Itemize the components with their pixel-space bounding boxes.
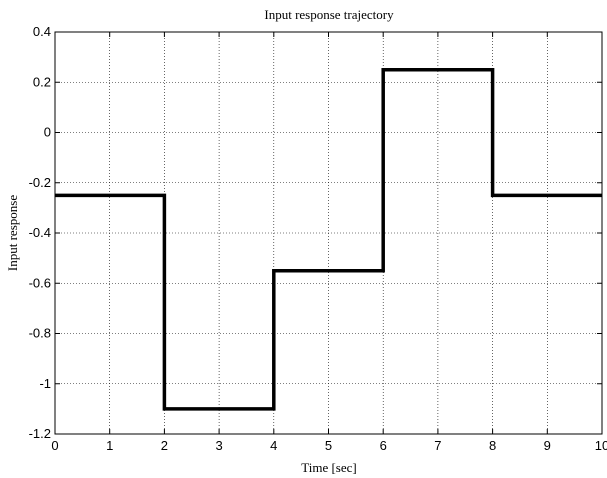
x-tick-label: 7 [434, 438, 441, 453]
x-tick-label: 3 [215, 438, 222, 453]
plot-area-frame [54, 31, 603, 435]
y-tick-label: -0.8 [29, 326, 51, 341]
x-tick-label: 1 [106, 438, 113, 453]
y-tick-label: -1.2 [29, 426, 51, 441]
y-tick-label: -0.6 [29, 275, 51, 290]
y-tick-label: -1 [39, 376, 51, 391]
x-axis-label: Time [sec] [301, 460, 357, 475]
y-tick-label: 0.2 [33, 74, 51, 89]
x-tick-label: 8 [489, 438, 496, 453]
x-tick-label: 4 [270, 438, 277, 453]
series [55, 67, 602, 411]
y-tick-labels: 0.4 0.2 0 -0.2 -0.4 -0.6 -0.8 -1 -1.2 [29, 24, 51, 441]
y-tick-label: -0.4 [29, 225, 51, 240]
x-tick-label: 10 [595, 438, 607, 453]
x-tick-label: 6 [380, 438, 387, 453]
x-tick-label: 0 [51, 438, 58, 453]
x-tick-label: 9 [544, 438, 551, 453]
grid [54, 31, 603, 435]
y-axis-label: Input response [5, 195, 20, 271]
x-tick-labels: 0 1 2 3 4 5 6 7 8 9 10 [51, 438, 607, 453]
chart-title: Input response trajectory [264, 7, 394, 22]
y-tick-label: 0.4 [33, 24, 51, 39]
x-tick-label: 5 [325, 438, 332, 453]
x-tick-label: 2 [161, 438, 168, 453]
y-tick-label: -0.2 [29, 175, 51, 190]
y-tick-label: 0 [44, 125, 51, 140]
series-line [55, 67, 602, 411]
